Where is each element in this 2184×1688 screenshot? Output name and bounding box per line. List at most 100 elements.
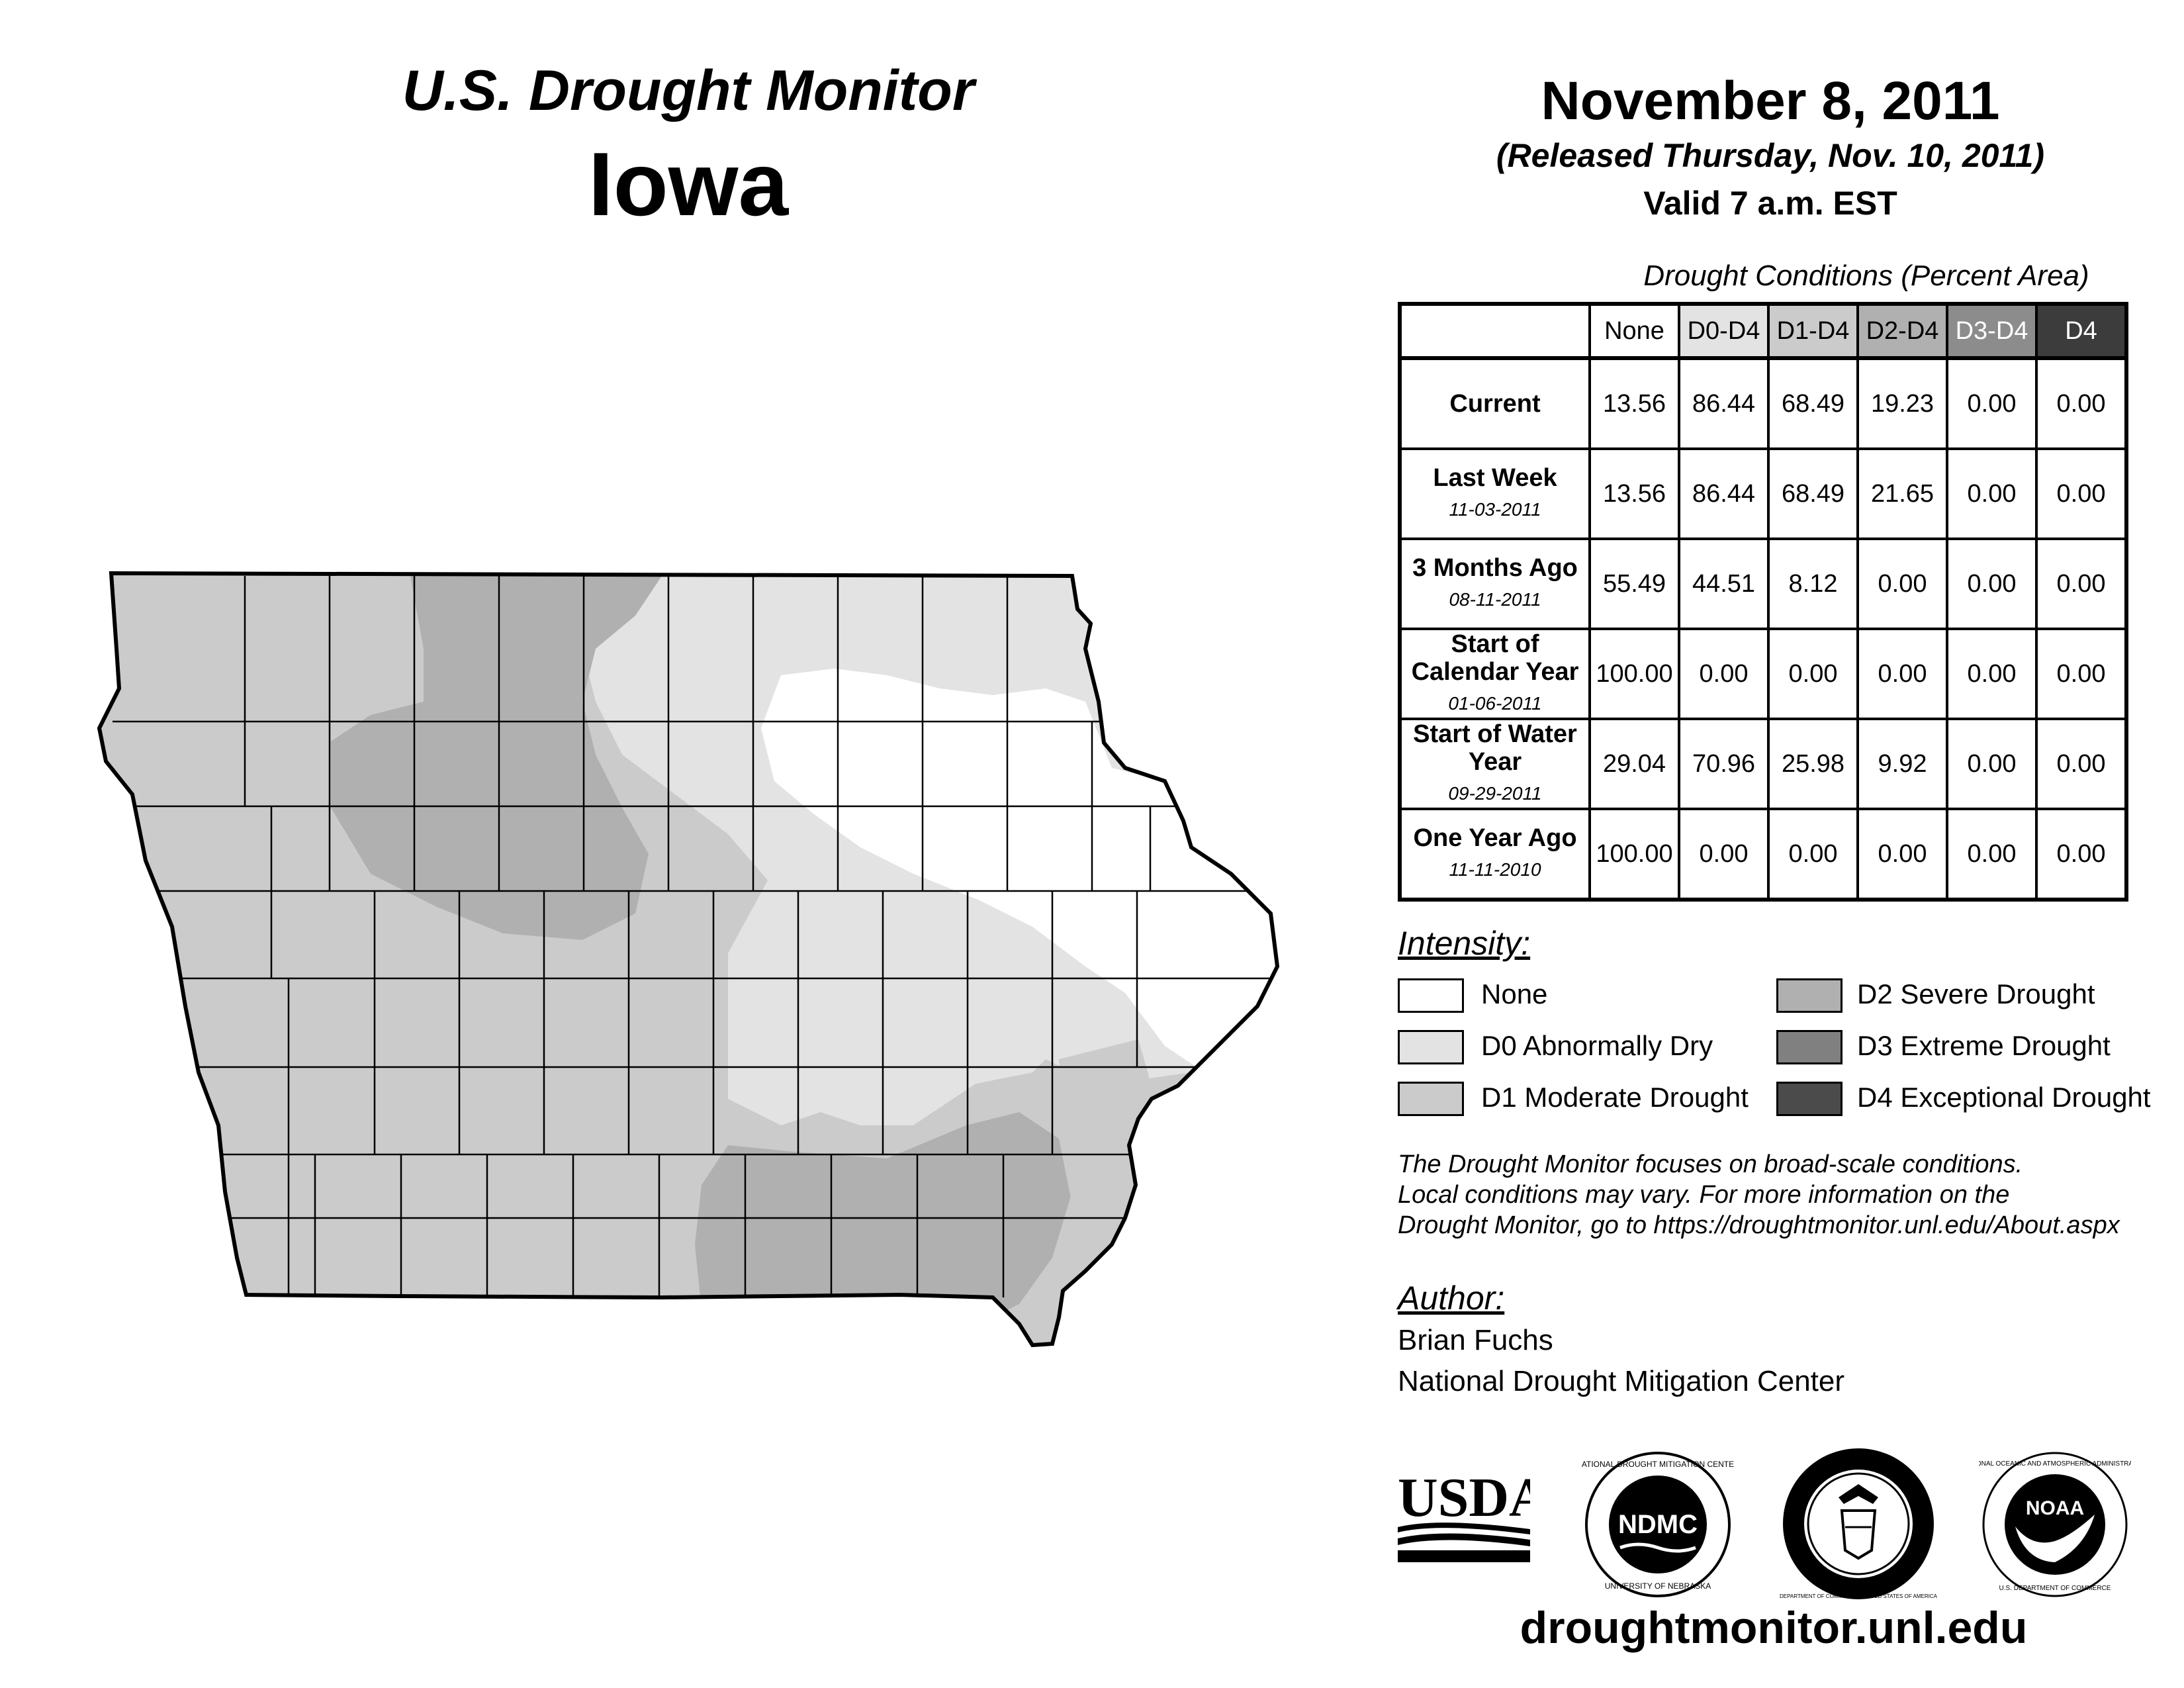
valid-date: November 8, 2011 — [1541, 71, 2000, 131]
table-cell: 21.65 — [1856, 447, 1948, 540]
doc-seal-logo: DEPARTMENT OF COMMERCE · UNITED STATES O… — [1780, 1448, 1938, 1599]
row-label-text: 3 Months Ago — [1412, 554, 1578, 582]
col-header-d1-d4: D1-D4 — [1767, 303, 1859, 359]
table-cell: 100.00 — [1588, 808, 1680, 901]
table-row: Current 13.56 86.44 68.49 19.23 0.00 0.0… — [1398, 356, 2128, 450]
legend-label-d3: D3 Extreme Drought — [1857, 1030, 2111, 1061]
legend-label-d0: D0 Abnormally Dry — [1481, 1030, 1713, 1061]
noaa-ring-text: NATIONAL OCEANIC AND ATMOSPHERIC ADMINIS… — [1979, 1460, 2131, 1468]
iowa-state-outline — [97, 571, 1280, 1348]
note-line: Local conditions may vary. For more info… — [1398, 1181, 2010, 1209]
table-cell: 13.56 — [1588, 447, 1680, 540]
legend-label-d2: D2 Severe Drought — [1857, 978, 2095, 1009]
row-label-text: Start of Calendar Year — [1411, 630, 1579, 686]
table-cell: 0.00 — [1946, 808, 2038, 901]
col-header-d2-d4: D2-D4 — [1856, 303, 1948, 359]
table-cell: 68.49 — [1767, 447, 1859, 540]
drought-conditions-table: None D0-D4 D1-D4 D2-D4 D3-D4 D4 Current … — [1398, 302, 2128, 902]
table-cell: 0.00 — [2035, 628, 2128, 720]
table-cell: 0.00 — [1678, 628, 1770, 720]
legend-title: Intensity: — [1398, 925, 1531, 962]
legend-swatch-d2 — [1776, 978, 1843, 1013]
row-label: Start of Calendar Year 01-06-2011 — [1398, 628, 1591, 720]
ndmc-text: NDMC — [1618, 1510, 1698, 1539]
table-cell: 29.04 — [1588, 718, 1680, 810]
col-header-d4: D4 — [2035, 303, 2128, 359]
table-cell: 8.12 — [1767, 538, 1859, 630]
row-label-text: Start of Water Year — [1413, 720, 1577, 776]
state-name: Iowa — [588, 134, 789, 234]
legend-label-none: None — [1481, 978, 1548, 1009]
col-header-d3-d4: D3-D4 — [1946, 303, 2038, 359]
table-cell: 0.00 — [2035, 808, 2128, 901]
map-title: U.S. Drought Monitor — [402, 59, 975, 122]
table-cell: 0.00 — [2035, 356, 2128, 450]
table-cell: 0.00 — [1946, 356, 2038, 450]
noaa-text: NOAA — [2026, 1497, 2084, 1519]
table-cell: 68.49 — [1767, 356, 1859, 450]
table-cell: 9.92 — [1856, 718, 1948, 810]
table-row: 3 Months Ago 08-11-2011 55.49 44.51 8.12 … — [1398, 538, 2128, 630]
table-cell: 0.00 — [1767, 628, 1859, 720]
table-cell: 0.00 — [2035, 718, 2128, 810]
table-cell: 19.23 — [1856, 356, 1948, 450]
legend-swatch-d1 — [1398, 1082, 1464, 1116]
table-cell: 0.00 — [1856, 538, 1948, 630]
ndmc-ring-text: NATIONAL DROUGHT MITIGATION CENTER — [1582, 1460, 1734, 1469]
table-row: Start of Calendar Year 01-06-2011 100.00 … — [1398, 628, 2128, 720]
author-name: Brian Fuchs — [1398, 1324, 1553, 1356]
note-line: The Drought Monitor focuses on broad-sca… — [1398, 1150, 2023, 1178]
table-cell: 86.44 — [1678, 447, 1770, 540]
row-label: Current — [1398, 356, 1591, 450]
table-cell: 55.49 — [1588, 538, 1680, 630]
website-link[interactable]: droughtmonitor.unl.edu — [1520, 1603, 2028, 1653]
row-label: One Year Ago 11-11-2010 — [1398, 808, 1591, 901]
table-cell: 0.00 — [1946, 718, 2038, 810]
table-cell: 44.51 — [1678, 538, 1770, 630]
table-cell: 0.00 — [1678, 808, 1770, 901]
table-caption: Drought Conditions (Percent Area) — [1643, 259, 2089, 292]
col-header-d0-d4: D0-D4 — [1678, 303, 1770, 359]
row-date: 11-11-2010 — [1449, 859, 1541, 880]
author-title: Author: — [1398, 1280, 1505, 1317]
row-date: 01-06-2011 — [1448, 693, 1542, 714]
d2-region-south — [695, 1112, 1072, 1311]
row-label-text: Current — [1449, 390, 1541, 418]
table-cell: 0.00 — [1856, 808, 1948, 901]
table-row: Start of Water Year 09-29-2011 29.04 70.9… — [1398, 718, 2128, 810]
row-label: Start of Water Year 09-29-2011 — [1398, 718, 1591, 810]
table-cell: 0.00 — [1767, 808, 1859, 901]
row-date: 08-11-2011 — [1449, 589, 1541, 610]
table-cell: 25.98 — [1767, 718, 1859, 810]
row-label: 3 Months Ago 08-11-2011 — [1398, 538, 1591, 630]
release-date: (Released Thursday, Nov. 10, 2011) — [1496, 137, 2045, 174]
row-label-text: Last Week — [1433, 464, 1557, 492]
legend-label-d1: D1 Moderate Drought — [1481, 1082, 1749, 1113]
legend-label-d4: D4 Exceptional Drought — [1857, 1082, 2151, 1113]
disclaimer-note: The Drought Monitor focuses on broad-sca… — [1398, 1149, 2159, 1241]
iowa-drought-map — [97, 571, 1280, 1348]
author-org: National Drought Mitigation Center — [1398, 1365, 1845, 1397]
table-cell: 0.00 — [1856, 628, 1948, 720]
doc-ring-text: DEPARTMENT OF COMMERCE · UNITED STATES O… — [1780, 1593, 1938, 1599]
table-row: Last Week 11-03-2011 13.56 86.44 68.49 21… — [1398, 447, 2128, 540]
table-cell: 70.96 — [1678, 718, 1770, 810]
noaa-ring-bottom-text: U.S. DEPARTMENT OF COMMERCE — [1999, 1585, 2111, 1592]
ndmc-ring-bottom-text: UNIVERSITY OF NEBRASKA — [1605, 1581, 1711, 1591]
row-label-text: One Year Ago — [1413, 824, 1577, 852]
legend-swatch-none — [1398, 978, 1464, 1013]
note-line: Drought Monitor, go to https://droughtmo… — [1398, 1211, 2120, 1239]
table-cell: 0.00 — [2035, 447, 2128, 540]
table-corner — [1400, 304, 1590, 360]
legend-swatch-d3 — [1776, 1030, 1843, 1064]
table-cell: 100.00 — [1588, 628, 1680, 720]
noaa-logo: NOAA NATIONAL OCEANIC AND ATMOSPHERIC AD… — [1979, 1452, 2131, 1597]
usda-text: USDA — [1398, 1467, 1530, 1528]
table-row: One Year Ago 11-11-2010 100.00 0.00 0.00 … — [1398, 808, 2128, 901]
table-cell: 13.56 — [1588, 356, 1680, 450]
legend-swatch-d0 — [1398, 1030, 1464, 1064]
table-cell: 0.00 — [2035, 538, 2128, 630]
d2-core-north — [503, 576, 582, 788]
d0-region-south — [801, 914, 1072, 1086]
table-cell: 0.00 — [1946, 447, 2038, 540]
